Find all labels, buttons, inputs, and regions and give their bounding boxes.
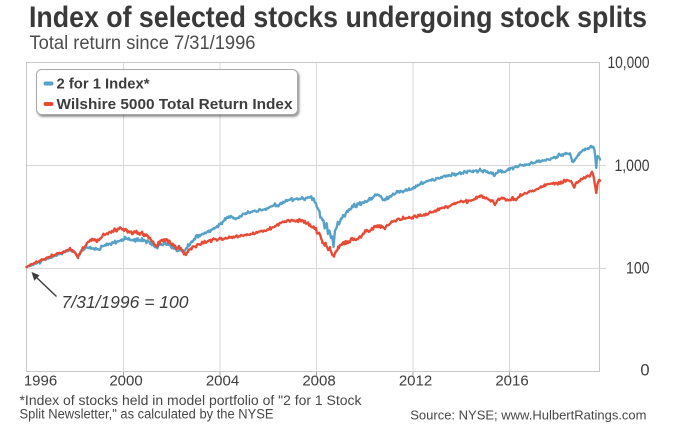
svg-text:2 for 1 Index*: 2 for 1 Index* <box>57 76 150 93</box>
svg-text:Wilshire 5000 Total Return Ind: Wilshire 5000 Total Return Index <box>57 96 294 113</box>
svg-text:2012: 2012 <box>399 373 432 390</box>
svg-text:Split Newsletter," as calculat: Split Newsletter," as calculated by the … <box>20 407 274 422</box>
svg-text:10,000: 10,000 <box>608 54 650 72</box>
svg-text:2004: 2004 <box>206 373 239 390</box>
svg-text:2016: 2016 <box>495 373 528 390</box>
svg-text:Source: NYSE; www.HulbertRatin: Source: NYSE; www.HulbertRatings.com <box>410 408 646 423</box>
svg-text:Index of selected stocks under: Index of selected stocks undergoing stoc… <box>29 1 647 34</box>
svg-text:7/31/1996 = 100: 7/31/1996 = 100 <box>62 292 189 312</box>
svg-text:0: 0 <box>640 361 649 379</box>
svg-text:1,000: 1,000 <box>615 157 650 175</box>
svg-text:2008: 2008 <box>302 373 335 390</box>
svg-text:1996: 1996 <box>24 373 57 390</box>
svg-text:*Index of stocks held in model: *Index of stocks held in model portfolio… <box>20 393 362 408</box>
svg-text:100: 100 <box>626 259 650 277</box>
svg-text:Total return since 7/31/1996: Total return since 7/31/1996 <box>30 33 256 54</box>
svg-text:2000: 2000 <box>109 373 142 390</box>
